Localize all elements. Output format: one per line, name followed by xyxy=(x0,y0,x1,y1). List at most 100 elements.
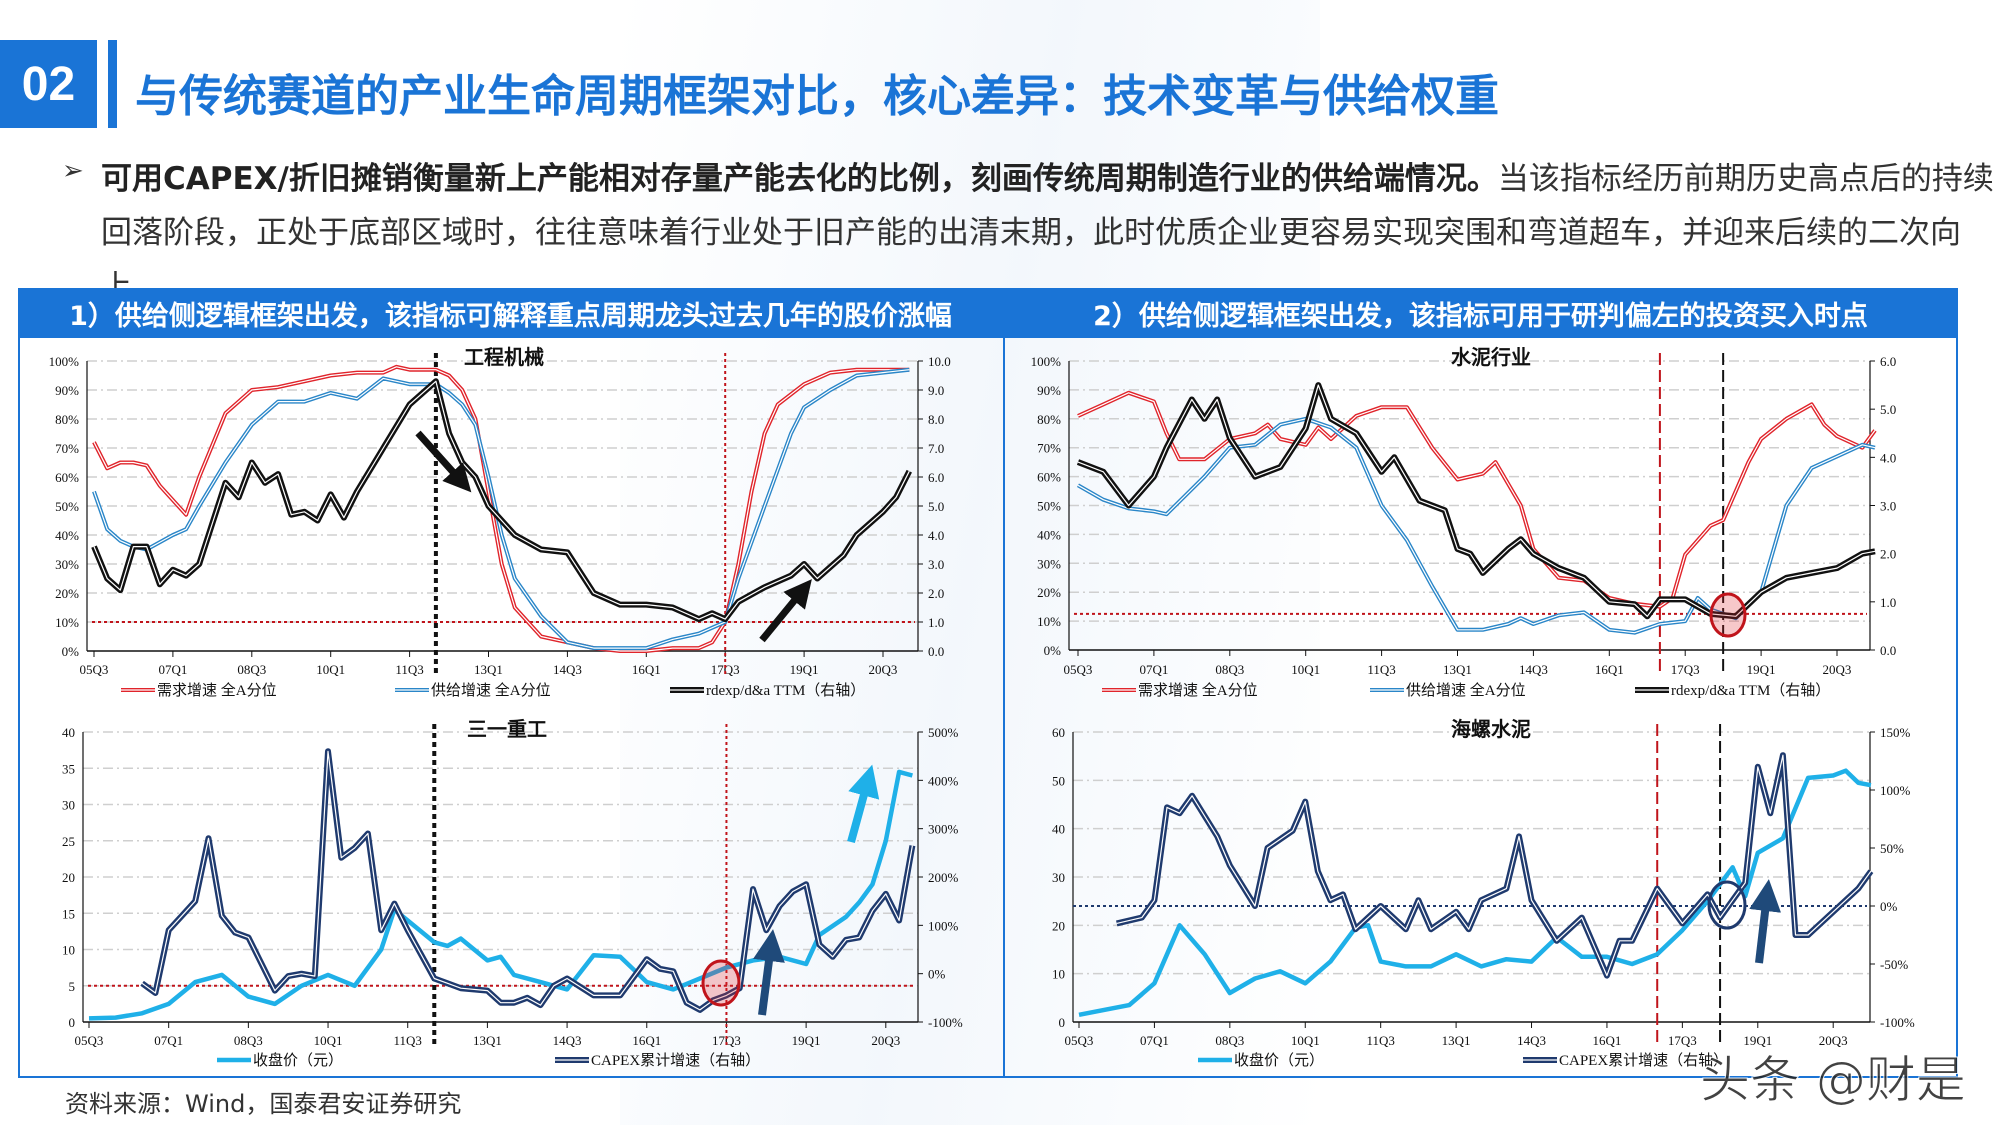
y-tick-label: 0% xyxy=(1044,643,1062,658)
x-tick-label: 14Q3 xyxy=(1517,1033,1546,1048)
y-tick-label: 60% xyxy=(1037,470,1061,485)
y2-tick-label: 0% xyxy=(1880,899,1898,914)
y2-tick-label: 150% xyxy=(1880,725,1911,740)
x-tick-label: 05Q3 xyxy=(1064,662,1093,677)
section-number: 02 xyxy=(0,40,97,128)
x-tick-label: 17Q3 xyxy=(712,1033,741,1048)
series-line-inner xyxy=(141,750,913,1011)
x-tick-label: 14Q3 xyxy=(1519,662,1548,677)
legend-label: 收盘价（元） xyxy=(253,1051,343,1069)
chart-title: 工程机械 xyxy=(464,345,544,369)
legend-label: CAPEX累计增速（右轴） xyxy=(1559,1052,1728,1069)
up-arrow-icon xyxy=(847,764,880,844)
y-tick-label: 35 xyxy=(62,761,75,776)
y-tick-label: 10 xyxy=(62,943,75,958)
y-tick-label: 30 xyxy=(1052,870,1065,885)
series-line xyxy=(140,748,916,1013)
series-line xyxy=(91,378,912,623)
y-tick-label: 5 xyxy=(69,979,76,994)
y2-tick-label: 0.0 xyxy=(928,644,944,659)
y2-tick-label: 7.0 xyxy=(928,441,944,456)
series-line-inner xyxy=(93,369,910,649)
y-tick-label: 60% xyxy=(55,470,79,485)
x-tick-label: 20Q3 xyxy=(1819,1033,1848,1048)
series-line-inner xyxy=(1116,754,1872,977)
panel-heading-left: 1）供给侧逻辑框架出发，该指标可解释重点周期龙头过去几年的股价涨幅 xyxy=(18,288,1003,338)
x-tick-label: 07Q1 xyxy=(1139,662,1168,677)
x-tick-label: 17Q3 xyxy=(1671,662,1700,677)
chart-cement-industry: 0% 10% 20% 30% 40% 50% 60% 70% 80% 90% 100% 0.0 1.0 2… xyxy=(1031,345,1897,699)
chart-conch-cement: 0 10 20 30 40 50 60 -100% -50% 0% 50% 100% 150% 05Q3 0… xyxy=(1052,717,1915,1069)
y2-tick-label: 400% xyxy=(928,773,959,788)
intro-text: 当该指标经历前期历史高点后的持续回落阶段，正处于底部区域时，往往意味着行业处于旧… xyxy=(101,161,1994,305)
x-tick-label: 20Q3 xyxy=(1823,662,1852,677)
y-tick-label: 40% xyxy=(55,528,79,543)
y-tick-label: 100% xyxy=(49,354,80,369)
intro-bold-text: 可用CAPEX/折旧摊销衡量新上产能相对存量产能去化的比例，刻画传统周期制造行业… xyxy=(101,161,1498,197)
x-tick-label: 11Q3 xyxy=(394,1033,422,1048)
y2-tick-label: 8.0 xyxy=(928,412,944,427)
y-tick-label: 20 xyxy=(1052,918,1065,933)
x-tick-label: 10Q1 xyxy=(314,1033,343,1048)
panel-heading-right: 2）供给侧逻辑框架出发，该指标可用于研判偏左的投资买入时点 xyxy=(1003,288,1958,338)
chart-title: 海螺水泥 xyxy=(1451,717,1531,741)
y2-tick-label: 1.0 xyxy=(928,615,944,630)
y-tick-label: 20% xyxy=(55,586,79,601)
y2-tick-label: -50% xyxy=(1880,957,1908,972)
x-tick-label: 08Q3 xyxy=(1215,1033,1244,1048)
y2-tick-label: 500% xyxy=(928,725,959,740)
x-tick-label: 19Q1 xyxy=(792,1033,821,1048)
x-tick-label: 11Q3 xyxy=(1366,1033,1394,1048)
y-tick-label: 10% xyxy=(1037,614,1061,629)
title-accent-bar xyxy=(108,40,117,128)
page-title: 与传统赛道的产业生命周期框架对比，核心差异：技术变革与供给权重 xyxy=(135,71,1499,122)
series-line-inner xyxy=(1077,384,1876,617)
x-tick-label: 16Q1 xyxy=(1595,662,1624,677)
y-tick-label: 80% xyxy=(55,412,79,427)
legend-label: rdexp/d&a TTM（右轴） xyxy=(706,682,865,699)
x-tick-label: 14Q3 xyxy=(553,662,582,677)
x-tick-label: 07Q1 xyxy=(158,662,187,677)
x-tick-label: 05Q3 xyxy=(80,662,109,677)
y-tick-label: 60 xyxy=(1052,725,1065,740)
series-line xyxy=(1078,768,1872,1018)
chart-title: 水泥行业 xyxy=(1451,345,1531,369)
legend-label: 需求增速 全A分位 xyxy=(157,681,277,699)
y-tick-label: 30 xyxy=(62,798,75,813)
y-tick-label: 0 xyxy=(69,1015,76,1030)
legend-label: rdexp/d&a TTM（右轴） xyxy=(1671,682,1830,699)
y-tick-label: 90% xyxy=(1037,383,1061,398)
y-tick-label: 30% xyxy=(1037,556,1061,571)
x-tick-label: 07Q1 xyxy=(154,1033,183,1048)
chart-title: 三一重工 xyxy=(467,718,547,741)
up-arrow-icon xyxy=(753,929,785,1016)
y2-tick-label: 100% xyxy=(1880,783,1911,798)
y2-tick-label: 2.0 xyxy=(928,586,944,601)
x-tick-label: 13Q1 xyxy=(474,662,503,677)
x-tick-label: 17Q3 xyxy=(711,662,740,677)
y-tick-label: 50 xyxy=(1052,773,1065,788)
y2-tick-label: 2.0 xyxy=(1880,547,1896,562)
y-tick-label: 15 xyxy=(62,906,75,921)
y2-tick-label: 10.0 xyxy=(928,354,951,369)
x-tick-label: 10Q1 xyxy=(1291,662,1320,677)
series-line-inner xyxy=(93,380,910,620)
y2-tick-label: 0.0 xyxy=(1880,643,1896,658)
x-tick-label: 05Q3 xyxy=(1065,1033,1094,1048)
y-tick-label: 0 xyxy=(1059,1015,1066,1030)
y2-tick-label: -100% xyxy=(1880,1015,1915,1030)
y2-tick-label: 200% xyxy=(928,870,959,885)
legend-label: CAPEX累计增速（右轴） xyxy=(591,1052,760,1069)
x-tick-label: 16Q1 xyxy=(632,662,661,677)
y-tick-label: 20% xyxy=(1037,585,1061,600)
y2-tick-label: 4.0 xyxy=(1880,450,1896,465)
y-tick-label: 20 xyxy=(62,870,75,885)
arrow-bullet-icon: ➢ xyxy=(62,156,84,186)
x-tick-label: 10Q1 xyxy=(1291,1033,1320,1048)
y-tick-label: 25 xyxy=(62,834,75,849)
series-line-inner xyxy=(1077,392,1876,608)
x-tick-label: 11Q3 xyxy=(1367,662,1395,677)
legend-label: 需求增速 全A分位 xyxy=(1138,681,1258,699)
y-tick-label: 10% xyxy=(55,615,79,630)
